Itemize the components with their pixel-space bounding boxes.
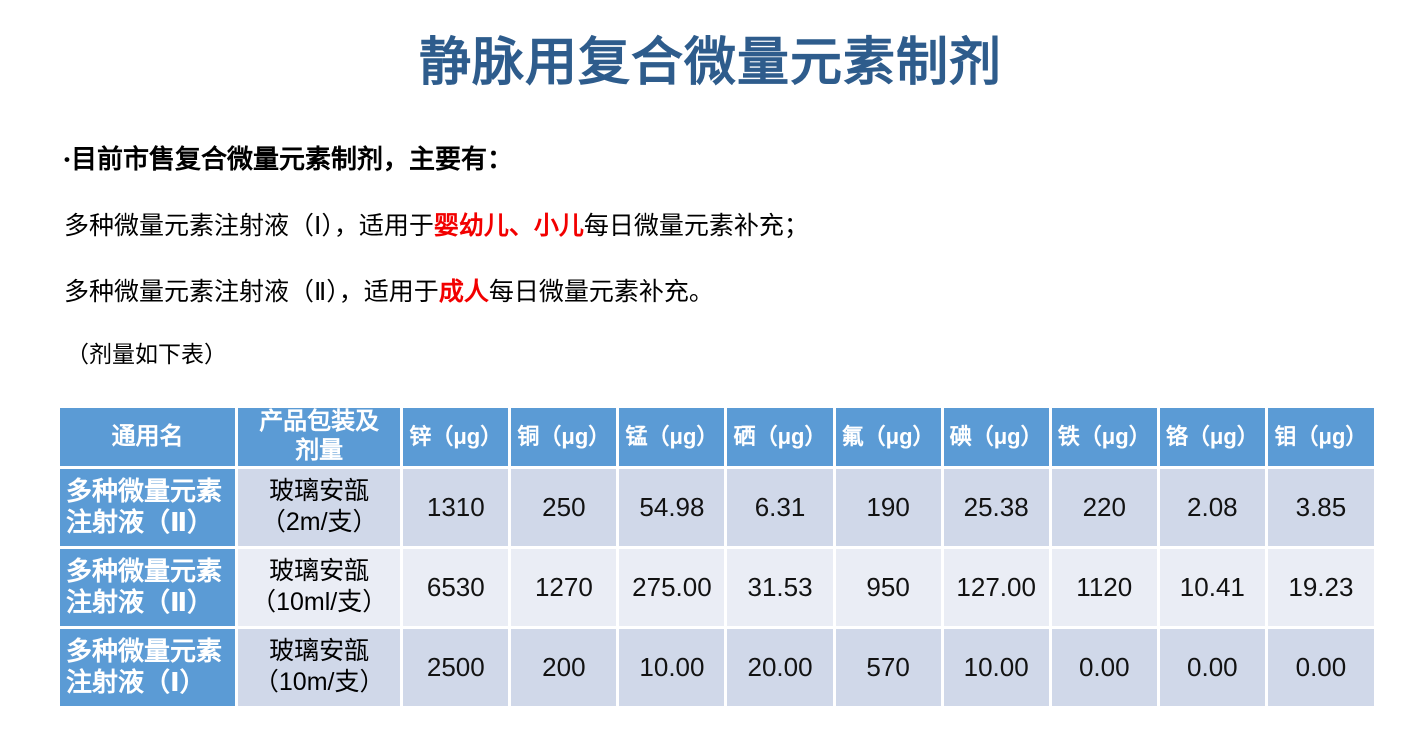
injection-2-line: 多种微量元素注射液（Ⅱ），适用于成人每日微量元素补充。 (64, 272, 1421, 308)
value-cell: 19.23 (1264, 545, 1378, 629)
header-iodine: 碘（μg） (940, 405, 1052, 469)
dosage-table: 通用名 产品包装及剂量 锌（μg） 铜（μg） 锰（μg） 硒（μg） 氟（μg… (56, 405, 1378, 709)
table-row: 多种微量元素 注射液（Ⅰ） 玻璃安瓿 （10m/支） 2500 200 10.00 … (56, 625, 1378, 709)
value-cell: 200 (508, 625, 620, 709)
value-cell: 190 (832, 465, 944, 549)
injection-1-highlight: 婴幼儿、小儿 (433, 212, 584, 240)
value-cell: 10.41 (1156, 545, 1268, 629)
page-title: 静脉用复合微量元素制剂 (418, 34, 1002, 92)
header-manganese: 锰（μg） (616, 405, 728, 469)
value-cell: 0.00 (1156, 625, 1268, 709)
header-copper: 铜（μg） (508, 405, 620, 469)
table-row: 多种微量元素 注射液（Ⅱ） 玻璃安瓿 （10ml/支） 6530 1270 275.… (56, 545, 1378, 629)
intro-bullet-line: •目前市售复合微量元素制剂，主要有： (64, 139, 1421, 176)
value-cell: 1120 (1048, 545, 1160, 629)
value-cell: 54.98 (616, 465, 728, 549)
table-header-row: 通用名 产品包装及剂量 锌（μg） 铜（μg） 锰（μg） 硒（μg） 氟（μg… (56, 405, 1378, 469)
header-selenium: 硒（μg） (724, 405, 836, 469)
injection-1-line: 多种微量元素注射液（Ⅰ），适用于婴幼儿、小儿每日微量元素补充； (64, 206, 1421, 242)
value-cell: 1270 (508, 545, 620, 629)
header-fluorine: 氟（μg） (832, 405, 944, 469)
value-cell: 3.85 (1264, 465, 1378, 549)
header-iron: 铁（μg） (1048, 405, 1160, 469)
value-cell: 6.31 (724, 465, 836, 549)
bullet-icon: • (64, 150, 70, 169)
header-generic-name: 通用名 (56, 405, 239, 469)
value-cell: 0.00 (1048, 625, 1160, 709)
value-cell: 20.00 (724, 625, 836, 709)
value-cell: 6530 (400, 545, 512, 629)
value-cell: 0.00 (1264, 625, 1378, 709)
value-cell: 275.00 (616, 545, 728, 629)
value-cell: 10.00 (940, 625, 1052, 709)
table-row: 多种微量元素 注射液（Ⅱ） 玻璃安瓿 （2m/支） 1310 250 54.98 6… (56, 465, 1378, 549)
row-name-cell: 多种微量元素 注射液（Ⅰ） (56, 625, 239, 709)
dosage-note: （剂量如下表） (66, 341, 227, 367)
intro-bullet-text: 目前市售复合微量元素制剂，主要有： (70, 144, 513, 174)
value-cell: 950 (832, 545, 944, 629)
package-cell: 玻璃安瓿 （10m/支） (235, 625, 404, 709)
value-cell: 31.53 (724, 545, 836, 629)
header-molybdenum: 钼（μg） (1264, 405, 1378, 469)
row-name-cell: 多种微量元素 注射液（Ⅱ） (56, 465, 239, 549)
injection-2-pre: 多种微量元素注射液（Ⅱ），适用于 (64, 278, 439, 306)
value-cell: 570 (832, 625, 944, 709)
value-cell: 220 (1048, 465, 1160, 549)
value-cell: 10.00 (616, 625, 728, 709)
value-cell: 1310 (400, 465, 512, 549)
header-package: 产品包装及剂量 (235, 405, 404, 469)
value-cell: 2.08 (1156, 465, 1268, 549)
injection-1-pre: 多种微量元素注射液（Ⅰ），适用于 (64, 212, 434, 240)
row-name-cell: 多种微量元素 注射液（Ⅱ） (56, 545, 239, 629)
injection-2-post: 每日微量元素补充。 (488, 278, 714, 306)
injection-1-post: 每日微量元素补充； (583, 212, 809, 240)
value-cell: 2500 (400, 625, 512, 709)
package-cell: 玻璃安瓿 （10ml/支） (235, 545, 404, 629)
header-chromium: 铬（μg） (1156, 405, 1268, 469)
value-cell: 127.00 (940, 545, 1052, 629)
header-zinc: 锌（μg） (400, 405, 512, 469)
package-cell: 玻璃安瓿 （2m/支） (235, 465, 404, 549)
value-cell: 25.38 (940, 465, 1052, 549)
value-cell: 250 (508, 465, 620, 549)
injection-2-highlight: 成人 (438, 278, 489, 306)
